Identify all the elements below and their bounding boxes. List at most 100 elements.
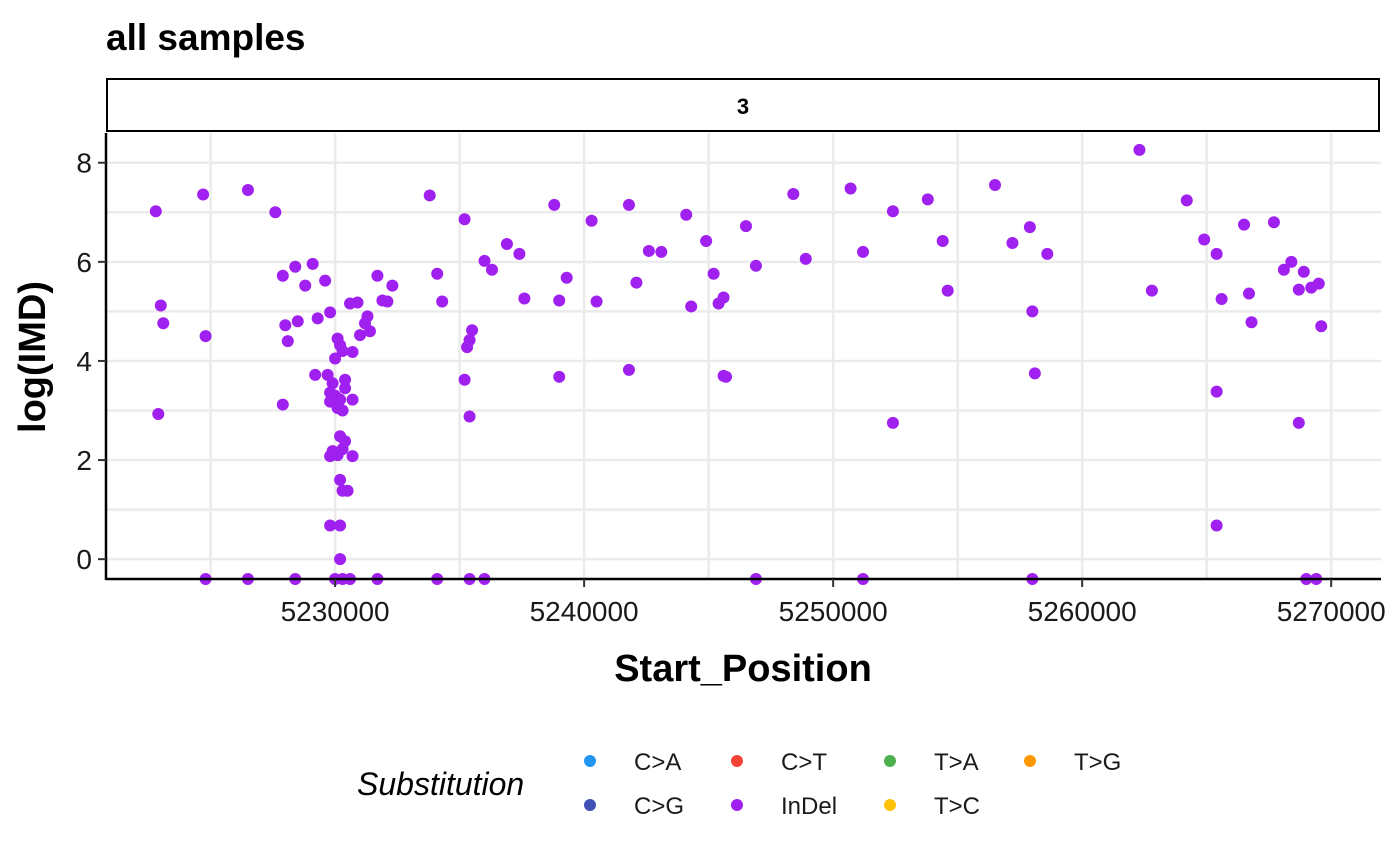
y-tick-label: 6 [76,247,92,278]
data-point [1145,284,1158,297]
data-point [276,398,289,411]
data-point [334,393,347,406]
data-point [720,370,733,383]
data-point [149,205,162,218]
data-point [1023,221,1036,234]
data-point [466,324,479,337]
data-point [309,368,322,381]
data-point [339,373,352,386]
data-point [1210,519,1223,532]
legend-item: C>A [584,749,681,776]
data-point [630,276,643,289]
legend-label: C>G [634,793,684,820]
data-point [585,214,598,227]
data-point [1297,265,1310,278]
x-axis-title: Start_Position [614,648,872,690]
data-point [1245,316,1258,329]
data-point [306,257,319,270]
data-point [326,377,339,390]
data-point [1210,247,1223,260]
data-point [324,519,337,532]
legend-key [584,755,596,767]
legend: Substitution C>A C>G C>T InDel T>A T>C T>G [357,749,1121,820]
data-point [381,295,394,308]
legend-label: T>A [934,749,979,776]
facet-strip: 3 [106,78,1380,132]
data-point [363,325,376,338]
data-point [329,352,342,365]
data-point [341,484,354,497]
data-point [241,183,254,196]
legend-key [884,755,896,767]
legend-label: T>G [1074,749,1121,776]
data-point [622,363,635,376]
data-point [199,330,212,343]
points-layer [149,143,1328,585]
data-point [346,346,359,359]
data-point [1285,255,1298,268]
data-point [1238,218,1251,231]
data-point [1026,305,1039,318]
data-point [334,519,347,532]
x-tick-label: 5250000 [779,596,888,627]
data-point [197,188,210,201]
data-point [560,271,573,284]
data-point [936,235,949,248]
data-point [485,263,498,276]
y-axis-ticks: 0 2 4 6 8 [76,148,106,575]
data-point [281,335,294,348]
data-point [1215,293,1228,306]
data-point [513,247,526,260]
x-tick-label: 5230000 [281,596,390,627]
data-point [749,259,762,272]
legend-title: Substitution [357,766,524,802]
data-point [1292,416,1305,429]
data-point [1028,367,1041,380]
data-point [921,193,934,206]
data-point [1277,263,1290,276]
legend-key [884,799,896,811]
data-point [1292,283,1305,296]
legend-item: C>G [584,793,684,820]
data-point [1312,277,1325,290]
legend-item: C>T [731,749,827,776]
data-point [279,319,292,332]
data-point [324,306,337,319]
x-axis-ticks: 5230000 5240000 5250000 5260000 5270000 [281,579,1386,627]
data-point [311,312,324,325]
data-point [553,370,566,383]
data-point [1315,320,1328,333]
data-point [1041,247,1054,260]
legend-label: C>A [634,749,681,776]
data-point [642,244,655,257]
legend-entries: C>A C>G C>T InDel T>A T>C T>G [584,749,1121,820]
y-tick-label: 2 [76,445,92,476]
data-point [458,213,471,226]
data-point [276,269,289,282]
data-point [431,267,444,280]
x-tick-label: 5260000 [1028,596,1137,627]
data-point [844,182,857,195]
data-point [1180,194,1193,207]
legend-label: C>T [781,749,827,776]
legend-key [731,799,743,811]
data-point [351,296,364,309]
facet-strip-label: 3 [737,94,749,119]
data-point [346,450,359,463]
data-point [941,284,954,297]
y-tick-label: 8 [76,148,92,179]
legend-item: InDel [731,793,837,820]
data-point [289,260,302,273]
data-point [857,245,870,258]
data-point [700,235,713,248]
data-point [299,279,312,292]
data-point [989,179,1002,192]
data-point [680,208,693,221]
data-point [1210,385,1223,398]
data-point [154,299,167,312]
legend-label: T>C [934,793,980,820]
data-point [1267,216,1280,229]
data-point [787,187,800,200]
data-point [157,317,170,330]
